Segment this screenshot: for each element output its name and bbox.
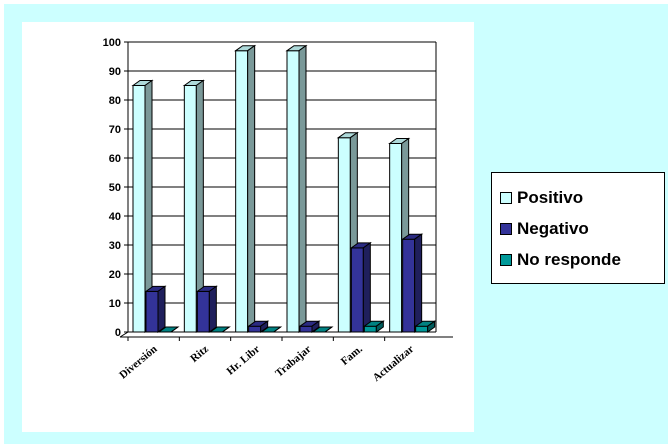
y-tick-label-8: 80 [109, 95, 121, 107]
bar-negativo-3 [299, 325, 313, 333]
bar-negativo-5 [402, 238, 416, 333]
legend-item-positivo: Positivo [500, 182, 664, 213]
bar-positivo-0 [132, 85, 146, 333]
bar-no-responde-5 [415, 325, 429, 333]
bar-negativo-4-side [362, 241, 371, 333]
bar-no-responde-0-side [170, 326, 179, 333]
bar-negativo-1 [196, 290, 210, 333]
plot-area: 0 10 20 30 40 50 60 70 80 90 100 Diversión Ritz Hr. L… [22, 22, 474, 432]
bar-positivo-2 [235, 50, 249, 333]
bar-negativo-3-side [311, 320, 320, 333]
y-tick-label-5: 50 [109, 182, 121, 194]
bar-no-responde-2-side [273, 326, 281, 333]
legend-item-negativo: Negativo [500, 213, 664, 244]
bar-negativo-0-side [157, 285, 166, 333]
bar-positivo-5 [389, 143, 403, 333]
y-tick-label-10: 100 [103, 37, 121, 49]
bar-positivo-2-side [247, 44, 256, 333]
legend-label-negativo: Negativo [517, 218, 589, 238]
bar-negativo-5-side [414, 233, 423, 333]
x-tick-label-4: Fam. [339, 343, 365, 368]
y-tick-label-0: 0 [115, 327, 121, 339]
bar-negativo-2 [248, 325, 262, 333]
bar-no-responde-4-side [375, 320, 384, 333]
bar-positivo-4 [337, 137, 351, 333]
bar-negativo-2-side [260, 320, 269, 333]
x-tick-label-1: Ritz [188, 343, 211, 365]
x-tick-label-2: Hr. Libr [224, 343, 262, 378]
bar-no-responde-3-side [324, 326, 333, 333]
y-tick-label-3: 30 [109, 240, 121, 252]
bar-positivo-3 [286, 50, 300, 333]
legend-swatch-negativo [500, 222, 512, 235]
bar-no-responde-5-side [427, 320, 436, 333]
legend-label-positivo: Positivo [517, 187, 584, 207]
bar-no-responde-4 [363, 325, 377, 333]
y-tick-label-2: 20 [109, 269, 121, 281]
bar-positivo-3-side [298, 44, 307, 333]
y-tick-label-9: 90 [109, 66, 121, 78]
bar-negativo-1-side [208, 285, 217, 333]
x-tick-label-3: Trabajar [273, 343, 313, 380]
x-tick-label-5: Actualizar [371, 343, 417, 384]
x-tick-label-0: Diversión [117, 343, 159, 381]
bar-no-responde-1-side [222, 326, 230, 333]
bar-chart: 0 10 20 30 40 50 60 70 80 90 100 Diversión Ritz Hr. L… [103, 37, 453, 384]
legend-item-no-responde: No responde [500, 244, 664, 275]
bar-positivo-1 [183, 85, 197, 333]
legend-label-no-responde: No responde [517, 249, 621, 269]
bar-negativo-0 [145, 290, 159, 333]
axis-floor-left [119, 331, 129, 338]
y-tick-label-6: 60 [109, 153, 121, 165]
y-tick-label-7: 70 [109, 124, 121, 136]
bar-negativo-4 [350, 247, 364, 333]
legend-swatch-no-responde [500, 253, 512, 266]
y-tick-label-1: 10 [109, 298, 121, 310]
legend: Positivo Negativo No responde [491, 172, 665, 284]
legend-swatch-positivo [500, 191, 512, 204]
y-tick-label-4: 40 [109, 211, 121, 223]
